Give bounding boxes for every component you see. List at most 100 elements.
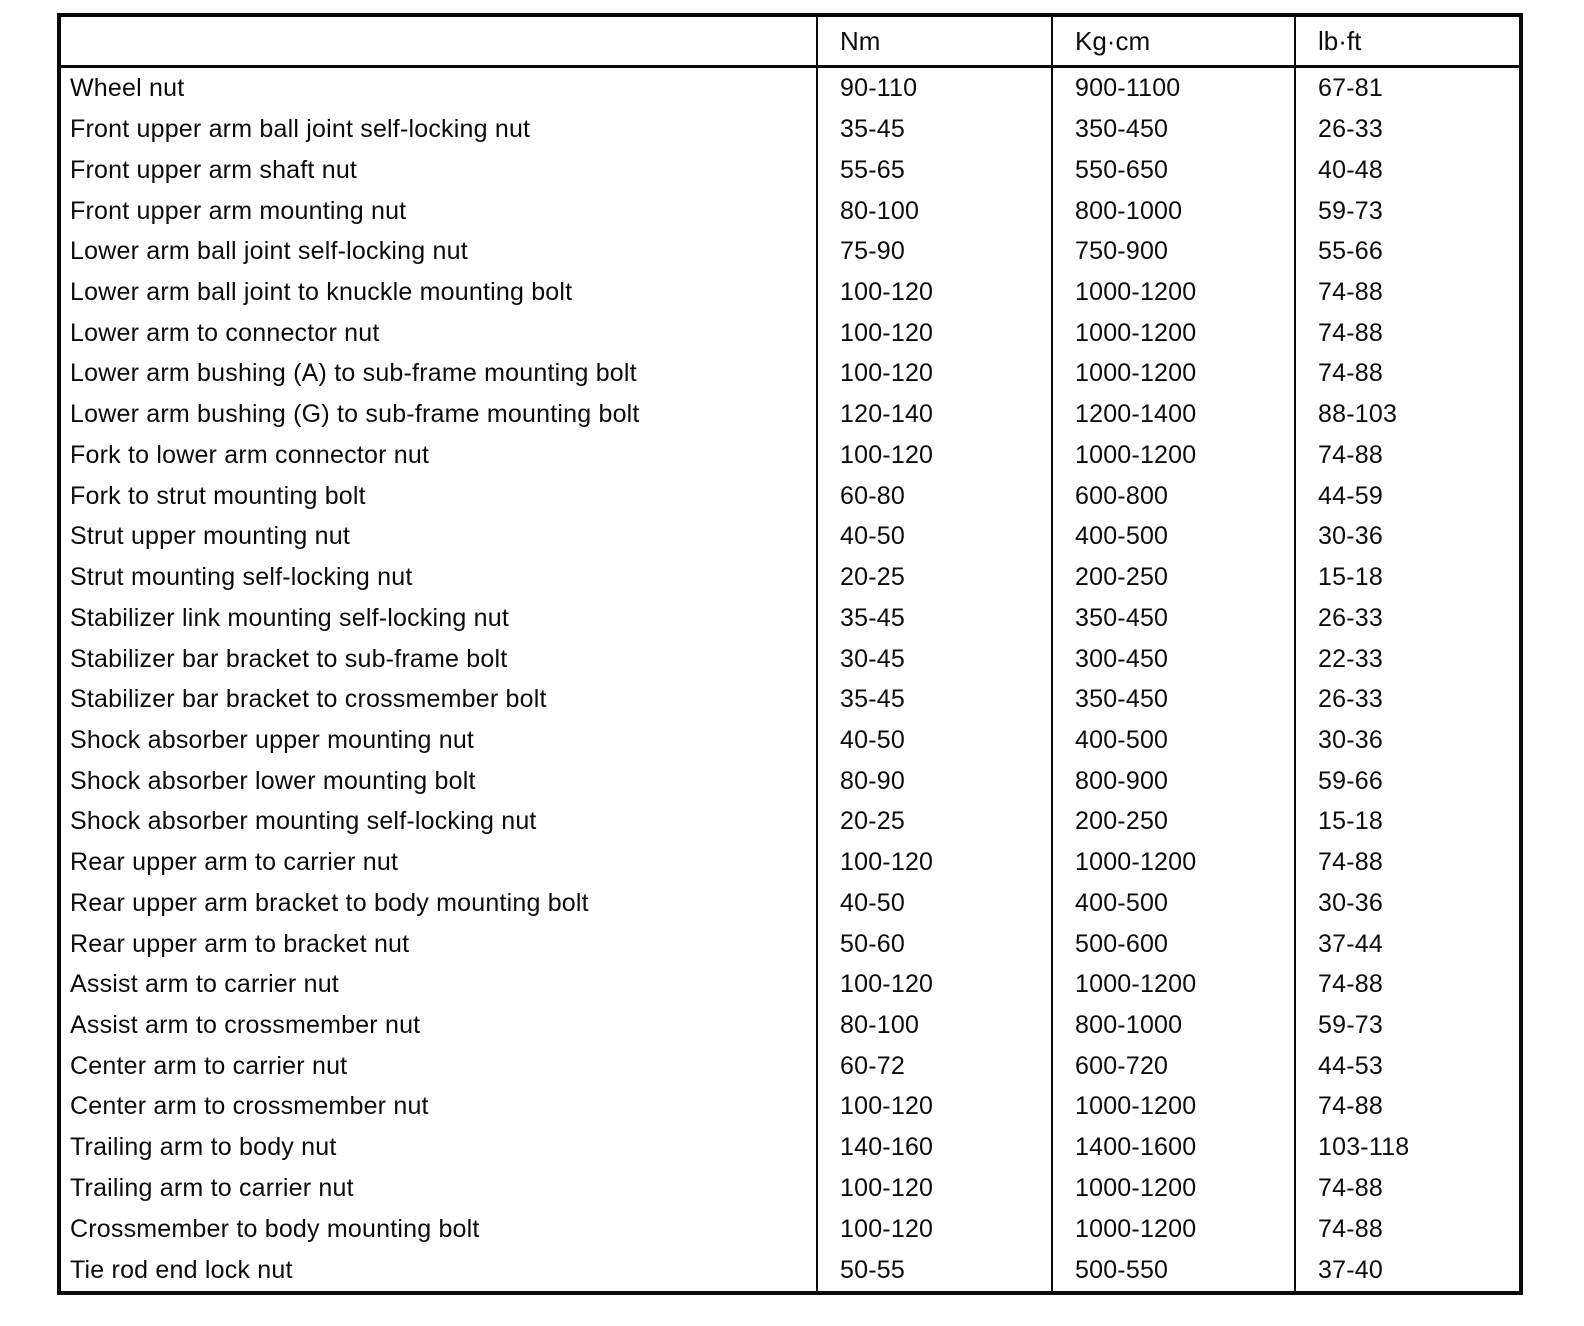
row-label: Crossmember to body mounting bolt bbox=[70, 1214, 480, 1243]
value-lbft: 22-33 bbox=[1294, 638, 1521, 680]
value-lbft: 74-88 bbox=[1294, 312, 1521, 354]
value-lbft: 59-73 bbox=[1294, 1005, 1521, 1046]
value-nm: 90-110 bbox=[816, 66, 1052, 110]
value-lbft: 15-18 bbox=[1294, 801, 1521, 843]
row-label: Trailing arm to body nut bbox=[70, 1133, 337, 1162]
value-lbft: 74-88 bbox=[1294, 272, 1521, 313]
value-nm: 30-45 bbox=[816, 638, 1052, 680]
table-row: Lower arm bushing (G) to sub-frame mount… bbox=[59, 394, 1521, 436]
row-label: Rear upper arm to carrier nut bbox=[70, 848, 399, 877]
value-nm: 20-25 bbox=[816, 801, 1052, 843]
row-label: Shock absorber mounting self-locking nut bbox=[70, 807, 537, 836]
value-nm: 100-120 bbox=[816, 842, 1052, 883]
header-nm: Nm bbox=[816, 15, 1052, 68]
value-kgcm: 550-650 bbox=[1051, 150, 1295, 191]
value-kgcm: 800-1000 bbox=[1051, 1005, 1295, 1046]
table-row: Assist arm to carrier nut 100-120 1000-120… bbox=[59, 964, 1521, 1006]
header-lbft: lb·ft bbox=[1294, 15, 1521, 68]
value-nm: 75-90 bbox=[816, 231, 1052, 273]
table-body: Wheel nut 90-110 900-1100 67-81 Front upper … bbox=[59, 66, 1521, 1293]
value-kgcm: 400-500 bbox=[1051, 882, 1295, 924]
table-row: Center arm to crossmember nut 100-120 1000… bbox=[59, 1086, 1521, 1128]
value-lbft: 30-36 bbox=[1294, 882, 1521, 924]
value-kgcm: 600-720 bbox=[1051, 1045, 1295, 1087]
value-nm: 35-45 bbox=[816, 109, 1052, 151]
value-nm: 100-120 bbox=[816, 272, 1052, 313]
table-row: Stabilizer bar bracket to crossmember bo… bbox=[59, 679, 1521, 721]
value-nm: 100-120 bbox=[816, 1168, 1052, 1209]
table-row: Rear upper arm to bracket nut 50-60 500-60… bbox=[59, 923, 1521, 965]
value-kgcm: 800-900 bbox=[1051, 760, 1295, 802]
value-nm: 100-120 bbox=[816, 312, 1052, 354]
value-kgcm: 1000-1200 bbox=[1051, 353, 1295, 395]
value-lbft: 74-88 bbox=[1294, 1208, 1521, 1250]
table-row: Tie rod end lock nut 50-55 500-550 37-40 bbox=[59, 1249, 1521, 1293]
value-kgcm: 350-450 bbox=[1051, 679, 1295, 721]
table-row: Assist arm to crossmember nut 80-100 800-1… bbox=[59, 1005, 1521, 1046]
value-nm: 55-65 bbox=[816, 150, 1052, 191]
row-label: Front upper arm shaft nut bbox=[70, 155, 358, 184]
value-nm: 80-100 bbox=[816, 1005, 1052, 1046]
value-nm: 100-120 bbox=[816, 435, 1052, 476]
value-lbft: 74-88 bbox=[1294, 435, 1521, 476]
value-lbft: 67-81 bbox=[1294, 66, 1521, 110]
value-lbft: 37-44 bbox=[1294, 923, 1521, 965]
row-label: Lower arm ball joint to knuckle mounting… bbox=[70, 278, 573, 307]
table-row: Lower arm ball joint to knuckle mounting… bbox=[59, 272, 1521, 313]
value-lbft: 74-88 bbox=[1294, 353, 1521, 395]
value-nm: 50-60 bbox=[816, 923, 1052, 965]
value-lbft: 74-88 bbox=[1294, 1168, 1521, 1209]
value-kgcm: 400-500 bbox=[1051, 720, 1295, 761]
table-row: Strut mounting self-locking nut 20-25 200-… bbox=[59, 557, 1521, 598]
value-kgcm: 750-900 bbox=[1051, 231, 1295, 273]
table-row: Fork to strut mounting bolt 60-80 600-800 4… bbox=[59, 475, 1521, 517]
value-kgcm: 1000-1200 bbox=[1051, 435, 1295, 476]
value-nm: 140-160 bbox=[816, 1127, 1052, 1168]
table-row: Front upper arm ball joint self-locking … bbox=[59, 109, 1521, 151]
value-nm: 35-45 bbox=[816, 597, 1052, 639]
value-lbft: 59-73 bbox=[1294, 190, 1521, 232]
row-label: Fork to lower arm connector nut bbox=[70, 440, 430, 469]
value-nm: 100-120 bbox=[816, 1086, 1052, 1128]
table-row: Stabilizer bar bracket to sub-frame bolt… bbox=[59, 638, 1521, 680]
value-lbft: 44-59 bbox=[1294, 475, 1521, 517]
table-row: Rear upper arm to carrier nut 100-120 1000… bbox=[59, 842, 1521, 883]
value-nm: 80-100 bbox=[816, 190, 1052, 232]
table-row: Lower arm ball joint self-locking nut 75-… bbox=[59, 231, 1521, 273]
table-row: Wheel nut 90-110 900-1100 67-81 bbox=[59, 66, 1521, 110]
table-row: Trailing arm to carrier nut 100-120 1000-1… bbox=[59, 1168, 1521, 1209]
row-label: Assist arm to carrier nut bbox=[70, 970, 339, 999]
row-label: Stabilizer link mounting self-locking nu… bbox=[70, 603, 509, 632]
row-label: Lower arm bushing (G) to sub-frame mount… bbox=[70, 400, 640, 429]
value-kgcm: 800-1000 bbox=[1051, 190, 1295, 232]
row-label: Front upper arm mounting nut bbox=[70, 196, 407, 225]
table-row: Fork to lower arm connector nut 100-120 10… bbox=[59, 435, 1521, 476]
value-lbft: 26-33 bbox=[1294, 597, 1521, 639]
value-nm: 100-120 bbox=[816, 1208, 1052, 1250]
value-kgcm: 1000-1200 bbox=[1051, 964, 1295, 1006]
row-label: Lower arm ball joint self-locking nut bbox=[70, 237, 468, 266]
value-nm: 60-72 bbox=[816, 1045, 1052, 1087]
value-lbft: 88-103 bbox=[1294, 394, 1521, 436]
table-row: Lower arm to connector nut 100-120 1000-12… bbox=[59, 312, 1521, 354]
row-label: Fork to strut mounting bolt bbox=[70, 481, 366, 510]
value-kgcm: 1400-1600 bbox=[1051, 1127, 1295, 1168]
value-kgcm: 200-250 bbox=[1051, 557, 1295, 598]
value-nm: 40-50 bbox=[816, 882, 1052, 924]
value-lbft: 59-66 bbox=[1294, 760, 1521, 802]
value-kgcm: 350-450 bbox=[1051, 597, 1295, 639]
value-lbft: 103-118 bbox=[1294, 1127, 1521, 1168]
value-kgcm: 600-800 bbox=[1051, 475, 1295, 517]
table-row: Rear upper arm bracket to body mounting … bbox=[59, 882, 1521, 924]
value-lbft: 26-33 bbox=[1294, 679, 1521, 721]
table-row: Stabilizer link mounting self-locking nu… bbox=[59, 597, 1521, 639]
value-lbft: 30-36 bbox=[1294, 720, 1521, 761]
value-kgcm: 1000-1200 bbox=[1051, 312, 1295, 354]
row-label: Tie rod end lock nut bbox=[70, 1255, 293, 1284]
value-nm: 100-120 bbox=[816, 353, 1052, 395]
value-kgcm: 1000-1200 bbox=[1051, 272, 1295, 313]
row-label: Strut mounting self-locking nut bbox=[70, 563, 413, 592]
value-kgcm: 200-250 bbox=[1051, 801, 1295, 843]
value-lbft: 30-36 bbox=[1294, 516, 1521, 558]
row-label: Shock absorber upper mounting nut bbox=[70, 725, 475, 754]
